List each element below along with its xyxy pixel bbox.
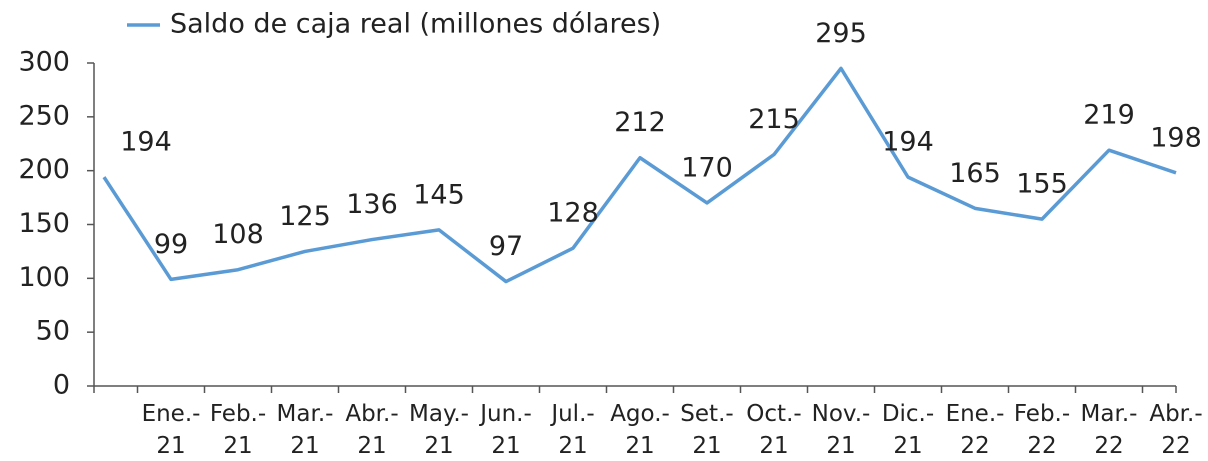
data-label: 194	[120, 127, 172, 158]
data-label: 198	[1150, 122, 1202, 153]
x-tick-label: Feb.- 22	[1013, 401, 1071, 459]
x-tick-label: Mar.- 22	[1080, 401, 1138, 459]
x-tick-label: Ene.- 21	[141, 401, 201, 459]
x-tick-label: May.- 21	[409, 401, 469, 459]
x-tick-label: Ago.- 21	[610, 401, 670, 459]
x-tick-label: Dic.- 21	[881, 401, 935, 459]
data-label: 125	[279, 201, 331, 232]
x-tick-label: Feb.- 21	[209, 401, 267, 459]
data-label: 128	[547, 198, 599, 229]
x-tick-label: Jun.- 21	[480, 401, 532, 459]
y-tick-label: 200	[18, 154, 70, 185]
data-label: 295	[815, 18, 867, 49]
x-tick-label: Jul.- 21	[551, 401, 595, 459]
data-label: 212	[614, 107, 666, 138]
x-tick-label: Abr.- 21	[345, 401, 399, 459]
data-label: 165	[949, 158, 1001, 189]
y-tick-label: 250	[18, 100, 70, 131]
x-tick-label: Nov.- 21	[811, 401, 871, 459]
data-label: 155	[1016, 169, 1068, 200]
data-label: 108	[212, 219, 264, 250]
data-label: 170	[681, 152, 733, 183]
x-tick-label: Mar.- 21	[276, 401, 334, 459]
data-label: 136	[346, 189, 398, 220]
data-label: 145	[413, 179, 465, 210]
x-tick-label: Ene.- 22	[945, 401, 1005, 459]
data-label: 219	[1083, 100, 1135, 131]
y-tick-label: 50	[36, 316, 70, 347]
x-tick-label: Set.- 21	[680, 401, 734, 459]
y-tick-label: 100	[18, 262, 70, 293]
y-tick-label: 150	[18, 208, 70, 239]
data-label: 215	[748, 104, 800, 135]
series-line	[102, 66, 1177, 284]
legend-label: Saldo de caja real (millones dólares)	[170, 9, 661, 40]
data-label: 194	[882, 127, 934, 158]
y-tick-label: 0	[53, 370, 70, 401]
y-tick-label: 300	[18, 47, 70, 78]
x-tick-label: Abr.- 22	[1149, 401, 1203, 459]
data-label: 97	[489, 231, 523, 262]
x-tick-label: Oct.- 21	[746, 401, 802, 459]
data-label: 99	[154, 229, 188, 260]
